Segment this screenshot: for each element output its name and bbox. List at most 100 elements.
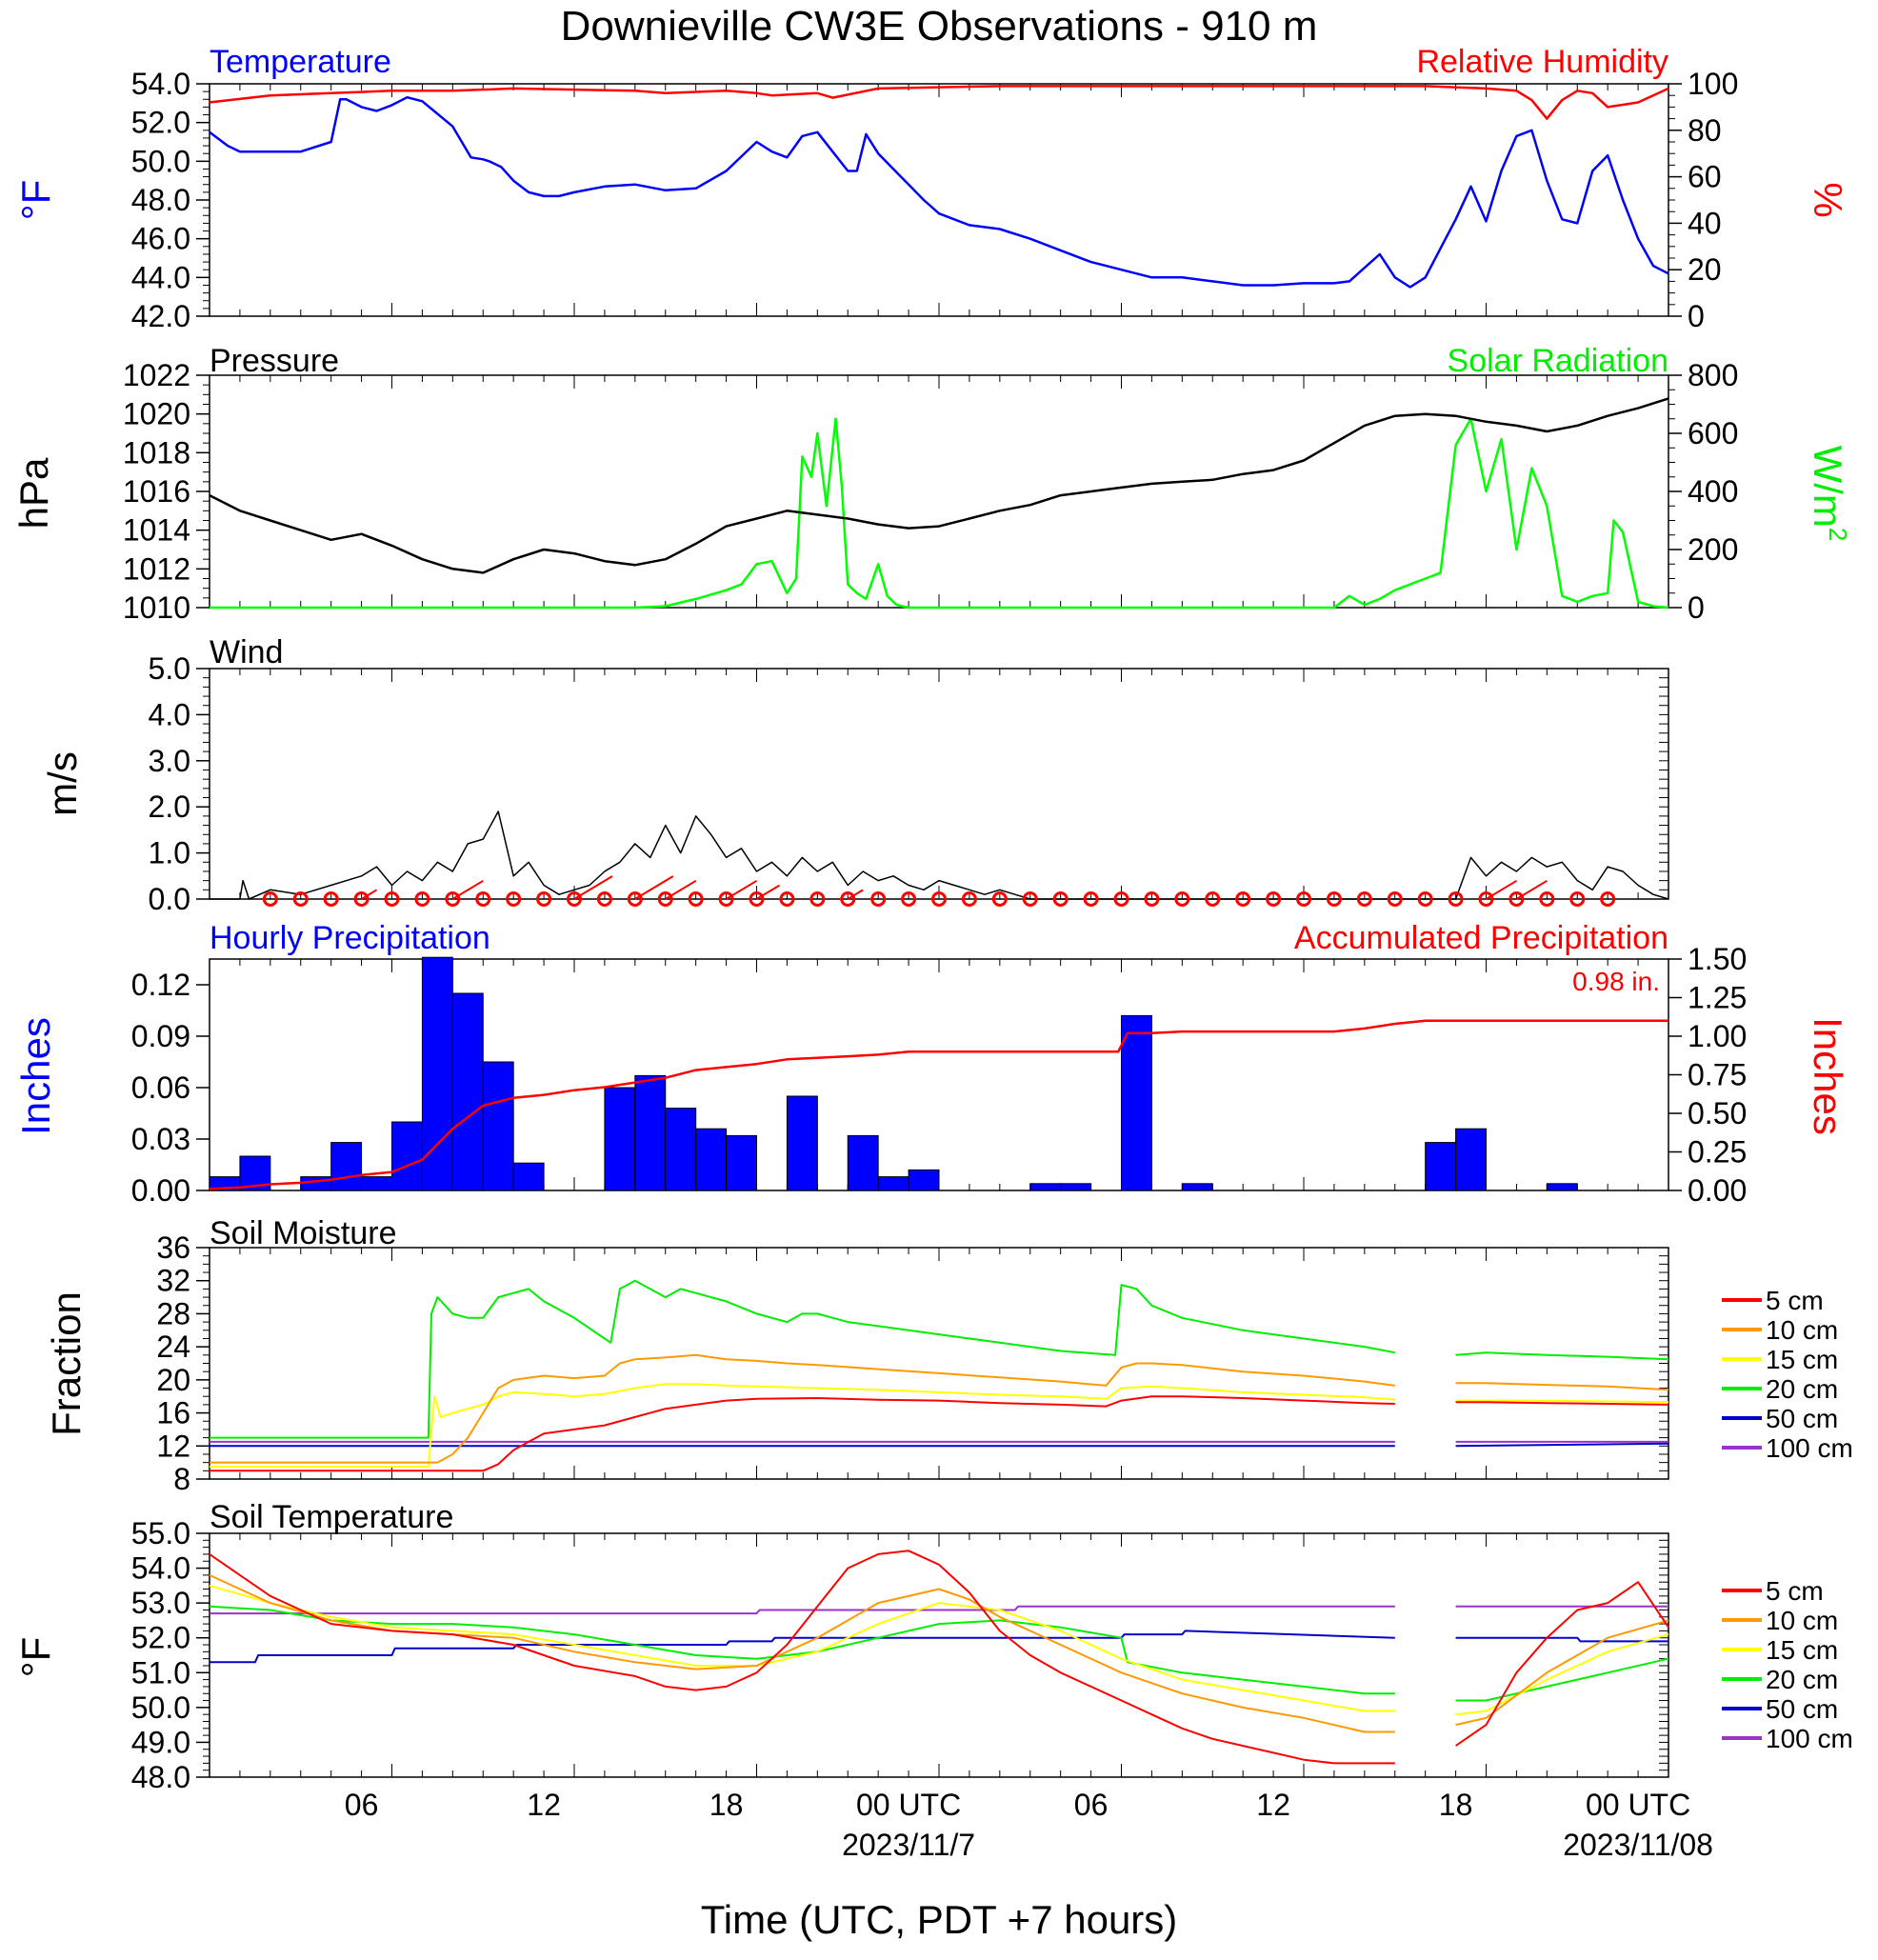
- wind-barb-calm-circle: [292, 891, 309, 907]
- rh-title: Relative Humidity: [1416, 44, 1668, 80]
- temperature-line: [209, 95, 1669, 289]
- wind-barb-calm-circle: [445, 891, 461, 907]
- pressure_solar-ytick-label-left: 1012: [123, 551, 190, 586]
- wind-barb-calm-circle: [475, 891, 491, 907]
- soil-temp-line-3: [209, 1605, 1669, 1702]
- x-tick-label: 12: [527, 1788, 561, 1822]
- wind-barb-calm-circle: [1356, 891, 1372, 907]
- wind-barb-calm-circle: [567, 891, 582, 907]
- hourly-precip-bar: [451, 992, 484, 1191]
- temp_rh-ytick-label-left: 46.0: [131, 222, 190, 256]
- soil-moisture-title: Soil Moisture: [210, 1215, 397, 1251]
- soil-temp-line-0: [209, 1550, 1669, 1765]
- wind-barb-calm-circle: [1022, 891, 1038, 907]
- hourly-precip-bar: [1029, 1183, 1062, 1191]
- soil_temp-legend-label: 5 cm: [1766, 1576, 1824, 1606]
- wind-barb-calm-circle: [1569, 891, 1586, 907]
- pressure_solar-ytick-label-right: 800: [1688, 358, 1738, 392]
- wind-barb-calm-circle: [718, 891, 734, 907]
- soil_temp-legend-label: 10 cm: [1766, 1606, 1838, 1635]
- accum-precip-line: [209, 1019, 1668, 1190]
- soil-moisture-line-3: [210, 1279, 1669, 1439]
- precip-ytick-label-right: 0.25: [1688, 1135, 1747, 1170]
- pressure_solar-ytick-label-left: 1016: [123, 474, 190, 509]
- wind-barb-calm-circle: [1478, 891, 1494, 907]
- precip-ytick-label-left: 0.00: [131, 1173, 190, 1208]
- soil_moisture-ytick-label-left: 32: [156, 1264, 190, 1298]
- soil-temp-line-1: [209, 1573, 1669, 1733]
- soil_moisture-legend-label: 15 cm: [1766, 1345, 1838, 1374]
- pressure_solar-ytick-label-left: 1014: [123, 513, 190, 548]
- hourly-precip-bar: [908, 1169, 940, 1191]
- hourly-precip-bar: [1181, 1183, 1213, 1191]
- solar-line: [210, 417, 1669, 610]
- hourly-precip-bar: [1121, 1014, 1152, 1191]
- hourly-precip-bar: [1060, 1183, 1092, 1191]
- wind-barb-calm-circle: [1417, 891, 1433, 907]
- wind-barb-calm-circle: [688, 891, 704, 907]
- panel-soil-temp: Soil Temperature °F: [13, 1499, 453, 1677]
- pressure_solar-ytick-label-right: 400: [1688, 474, 1738, 509]
- wind-ytick-label-left: 5.0: [149, 651, 190, 686]
- wind-barb-calm-circle: [596, 891, 612, 907]
- wind-barb-calm-circle: [1508, 891, 1525, 907]
- wind-barb-calm-circle: [1387, 891, 1403, 907]
- precip-total-label: 0.98 in.: [1572, 967, 1660, 996]
- precip-ytick-label-left: 0.12: [131, 968, 190, 1002]
- temp_rh-ytick-label-right: 60: [1688, 160, 1722, 194]
- soil_temp-legend-label: 100 cm: [1766, 1724, 1853, 1753]
- soil-moisture-line-2: [210, 1383, 1669, 1468]
- soil_temp-legend-label: 20 cm: [1766, 1665, 1838, 1694]
- soil_moisture-ytick-label-left: 8: [173, 1462, 190, 1496]
- wind-barb-calm-circle: [901, 891, 917, 907]
- wind-ytick-label-left: 3.0: [149, 744, 190, 778]
- temp_rh-ytick-label-left: 52.0: [131, 106, 190, 140]
- soil_moisture-ytick-label-left: 24: [156, 1330, 190, 1364]
- wind-barb-calm-circle: [1174, 891, 1190, 907]
- wind-barb-calm-circle: [353, 891, 370, 907]
- hourly-precip-bar: [695, 1128, 728, 1191]
- precip-ytick-label-right: 0.75: [1688, 1058, 1747, 1092]
- soil_temp-frame: [209, 1532, 1669, 1778]
- soil_temp-ytick-label-left: 49.0: [131, 1725, 190, 1759]
- pressure_solar-ytick-label-right: 200: [1688, 532, 1738, 567]
- x-tick-label: 00 UTC: [1586, 1788, 1690, 1822]
- pressure_solar-ytick-label-right: 0: [1688, 590, 1705, 625]
- wind-barb-calm-circle: [506, 891, 522, 907]
- wind-title: Wind: [210, 634, 283, 670]
- pressure-unit: hPa: [11, 457, 56, 529]
- x-tick-label: 00 UTC: [856, 1788, 961, 1822]
- hourly-precip-bar: [421, 956, 453, 1191]
- wind-barb-calm-circle: [1266, 891, 1282, 907]
- wind-barb-staff: [755, 884, 781, 900]
- wind-barb-calm-circle: [323, 891, 339, 907]
- accum-precip-title: Accumulated Precipitation: [1294, 920, 1668, 956]
- wind-barb-calm-circle: [1600, 891, 1616, 907]
- soil_moisture-legend-label: 100 cm: [1766, 1433, 1853, 1463]
- precip-ytick-label-right: 0.50: [1688, 1096, 1747, 1130]
- rh-unit: %: [1806, 182, 1850, 217]
- soil_moisture-ytick-label-left: 12: [156, 1429, 190, 1463]
- wind-unit: m/s: [40, 751, 85, 816]
- soil-temp-title: Soil Temperature: [210, 1499, 453, 1535]
- pressure_solar-ytick-label-right: 600: [1688, 416, 1738, 450]
- soil_temp-ytick-label-left: 48.0: [131, 1760, 190, 1794]
- hourly-precip-bar: [482, 1061, 514, 1191]
- wind-barb-calm-circle: [1113, 891, 1129, 907]
- hourly-precip-bar: [300, 1176, 332, 1191]
- hourly-precip-bar: [604, 1087, 636, 1191]
- wind-barb-calm-circle: [840, 891, 856, 907]
- wind-ytick-label-left: 2.0: [149, 790, 190, 824]
- wind-barb-calm-circle: [1052, 891, 1069, 907]
- soil-temp-unit: °F: [13, 1637, 58, 1677]
- precip-ytick-label-right: 0.00: [1688, 1173, 1747, 1208]
- x-axis-label: Time (UTC, PDT +7 hours): [701, 1897, 1178, 1942]
- pressure-line: [209, 397, 1669, 574]
- wind-barb-calm-circle: [1144, 891, 1160, 907]
- panel-pressure-solar: Pressure Solar Radiation hPa W/m2: [11, 343, 1852, 541]
- wind-speed-line: [210, 810, 1669, 900]
- hourly-precip-bar: [1455, 1128, 1488, 1191]
- wind-barb-calm-circle: [627, 891, 643, 907]
- pressure_solar-ytick-label-left: 1020: [123, 397, 190, 431]
- solar-title: Solar Radiation: [1448, 343, 1668, 379]
